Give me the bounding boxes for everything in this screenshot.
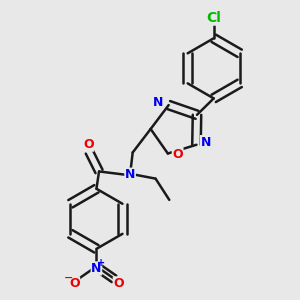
Text: O: O (83, 138, 94, 151)
Text: −: − (64, 273, 73, 283)
Text: N: N (125, 168, 135, 181)
Text: N: N (200, 136, 211, 148)
Text: N: N (91, 262, 102, 275)
Text: O: O (69, 277, 80, 290)
Text: Cl: Cl (206, 11, 221, 25)
Text: O: O (172, 148, 183, 161)
Text: N: N (153, 96, 164, 109)
Text: O: O (113, 277, 124, 290)
Text: +: + (97, 258, 105, 268)
